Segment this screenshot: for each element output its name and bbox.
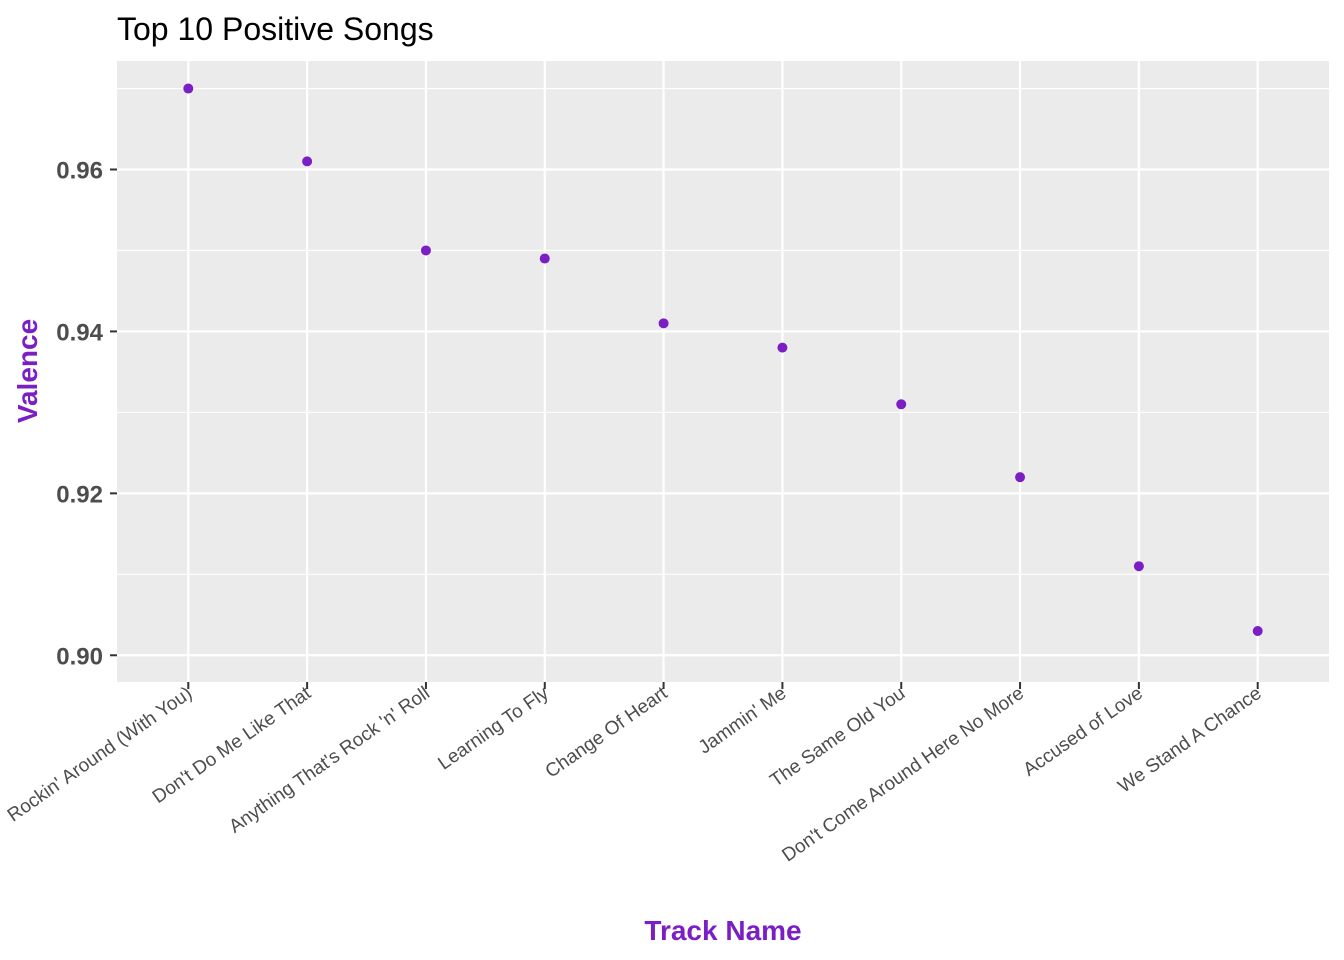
x-tick-label: Rockin' Around (With You)	[4, 683, 196, 826]
data-point	[896, 399, 907, 410]
data-points	[183, 83, 1263, 636]
y-tick-label: 0.96	[56, 157, 103, 184]
data-point	[183, 83, 194, 94]
minor-gridlines	[117, 87, 1329, 575]
plot-panel	[117, 61, 1329, 682]
y-tick-label: 0.94	[56, 319, 103, 346]
x-tick-label: Anything That's Rock 'n' Roll	[225, 683, 433, 838]
data-point	[1252, 625, 1263, 636]
data-point	[420, 245, 431, 256]
major-gridlines	[117, 61, 1329, 682]
x-tick-label: Change Of Heart	[542, 682, 672, 782]
x-tick-label: Jammin' Me	[695, 683, 790, 759]
y-axis-title: Valence	[12, 319, 43, 423]
x-axis-title: Track Name	[644, 915, 801, 946]
data-point	[777, 342, 788, 353]
x-axis-ticks: Rockin' Around (With You)Don't Do Me Lik…	[4, 682, 1266, 866]
y-tick-label: 0.90	[56, 643, 103, 670]
data-point	[658, 318, 669, 329]
data-point	[539, 253, 550, 264]
x-tick-label: Learning To Fly	[434, 683, 553, 775]
x-tick-label: Accused of Love	[1020, 683, 1147, 781]
x-tick-label: Don't Come Around Here No More	[778, 683, 1027, 866]
y-tick-label: 0.92	[56, 481, 103, 508]
data-point	[1015, 472, 1026, 483]
data-point	[1133, 561, 1144, 572]
chart-title: Top 10 Positive Songs	[117, 11, 434, 47]
data-point	[302, 156, 313, 167]
y-axis-ticks: 0.90 0.92 0.94 0.96	[56, 157, 117, 670]
